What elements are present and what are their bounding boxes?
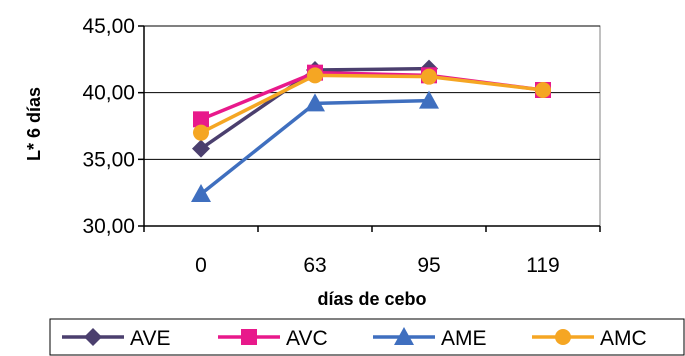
data-point-AME (191, 184, 211, 202)
legend-swatch-marker (241, 329, 257, 345)
legend: AVE AVC AME AMC (49, 318, 685, 356)
legend-swatch-marker (84, 328, 102, 346)
y-tick-label: 30,00 (82, 215, 135, 238)
series-line-AMC (200, 73, 544, 135)
data-point-AMC (193, 124, 209, 141)
data-point-AME (305, 93, 325, 112)
legend-item-AVC: AVC (218, 327, 328, 350)
y-tick-label: 35,00 (82, 148, 135, 171)
x-tick-label: 119 (526, 254, 559, 277)
series-AME (191, 90, 439, 202)
x-tick-label: 0 (195, 254, 207, 277)
y-axis-title: L* 6 días (24, 87, 44, 161)
x-tick-label: 63 (303, 254, 326, 277)
y-tick-label: 40,00 (82, 82, 135, 105)
data-point-AMC (307, 67, 323, 84)
y-tick-label: 45,00 (82, 15, 135, 38)
data-point-AVE (192, 139, 210, 158)
legend-label: AVC (286, 327, 328, 350)
legend-swatch-marker (555, 329, 571, 345)
legend-item-AVE: AVE (62, 327, 170, 350)
legend-label: AVE (130, 327, 170, 350)
data-point-AME (419, 90, 439, 109)
data-point-AMC (421, 68, 437, 85)
series (191, 59, 551, 202)
x-axis-title: días de cebo (317, 289, 426, 309)
legend-item-AME: AME (373, 327, 487, 350)
axes (138, 25, 601, 232)
data-point-AVC (193, 111, 209, 128)
x-tick-labels: 0 63 95 119 (195, 254, 560, 277)
legend-item-AMC: AMC (532, 327, 647, 350)
x-tick-label: 95 (417, 254, 440, 277)
series-AMC (193, 67, 551, 141)
legend-label: AMC (600, 327, 647, 350)
y-tick-labels: 30,00 35,00 40,00 45,00 (82, 15, 135, 238)
legend-label: AME (441, 327, 487, 350)
data-point-AMC (535, 82, 551, 98)
legend-swatch-marker (394, 327, 414, 345)
